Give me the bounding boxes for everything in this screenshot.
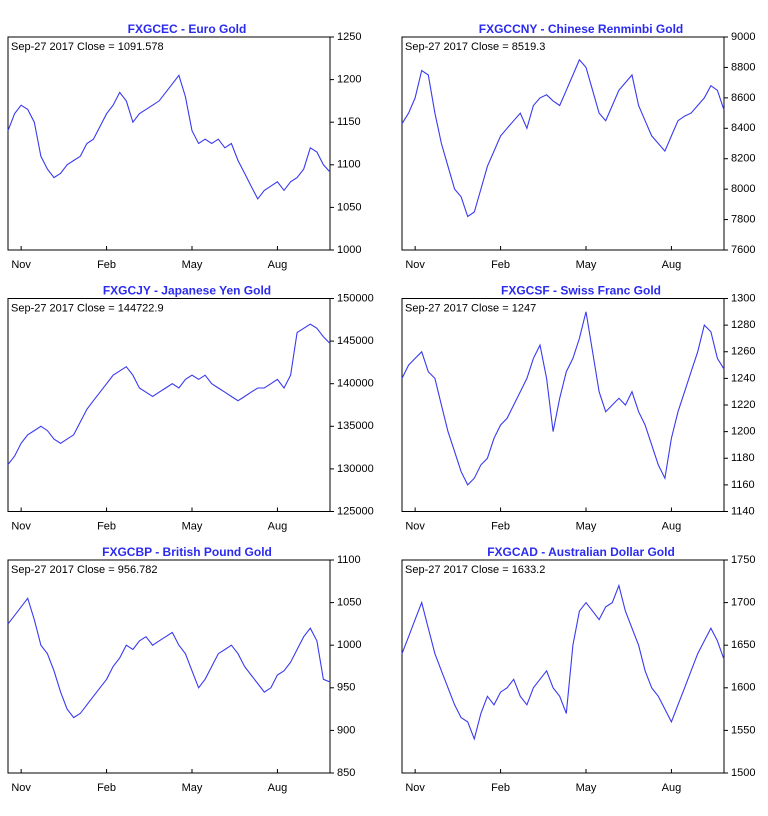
chart-panel: FXGCJY - Japanese Yen Gold Sep-27 2017 Cl… [7, 284, 374, 532]
chart-title: FXGCAD - Australian Dollar Gold [487, 545, 675, 559]
plot-frame [401, 559, 725, 774]
y-tick-label: 900 [337, 724, 355, 736]
annotation: Sep-27 2017 Close = 1091.578 [11, 41, 164, 53]
y-tick-label: 1750 [731, 554, 755, 566]
y-tick-label: 850 [337, 767, 355, 779]
chart-panel: FXGCEC - Euro Gold Sep-27 2017 Close = 10… [7, 22, 361, 271]
plot-frame [401, 36, 725, 251]
y-tick-label: 1700 [731, 597, 755, 609]
y-tick-label: 7600 [731, 244, 755, 256]
chart-title: FXGCCNY - Chinese Renminbi Gold [479, 22, 683, 36]
y-tick-label: 1650 [731, 639, 755, 651]
plot-frame [7, 36, 331, 251]
annotation: Sep-27 2017 Close = 8519.3 [405, 41, 545, 53]
x-tick-label: Nov [11, 259, 31, 271]
x-tick-label: Aug [662, 259, 682, 271]
y-tick-label: 1250 [337, 31, 361, 43]
y-tick-label: 1180 [731, 452, 755, 464]
y-tick-label: 8400 [731, 122, 755, 134]
plot-frame [401, 298, 725, 512]
x-tick-label: Nov [11, 782, 31, 794]
y-tick-label: 1100 [337, 159, 361, 171]
series-line [401, 583, 725, 741]
x-tick-label: Aug [268, 259, 288, 271]
x-tick-label: Nov [405, 782, 425, 794]
y-tick-label: 1280 [731, 319, 755, 331]
x-tick-label: Aug [268, 520, 288, 532]
y-tick-label: 8200 [731, 153, 755, 165]
y-tick-label: 125000 [337, 505, 374, 517]
y-tick-label: 1000 [337, 639, 361, 651]
y-tick-label: 135000 [337, 420, 374, 432]
plot-frame [7, 559, 331, 774]
y-tick-label: 1150 [337, 116, 361, 128]
y-tick-label: 1200 [731, 426, 755, 438]
y-tick-label: 8800 [731, 61, 755, 73]
plot-frame [7, 298, 331, 512]
x-tick-label: May [576, 520, 597, 532]
chart-panel: FXGCBP - British Pound Gold Sep-27 2017 C… [7, 545, 361, 794]
annotation: Sep-27 2017 Close = 956.782 [11, 564, 157, 576]
y-tick-label: 1220 [731, 399, 755, 411]
y-tick-label: 1300 [731, 292, 755, 304]
chart-title: FXGCEC - Euro Gold [128, 22, 247, 36]
chart-panel: FXGCSF - Swiss Franc Gold Sep-27 2017 Clo… [401, 284, 755, 532]
y-tick-label: 1240 [731, 372, 755, 384]
y-tick-label: 1200 [337, 74, 361, 86]
series-line [7, 74, 331, 200]
y-tick-label: 1160 [731, 479, 755, 491]
y-tick-label: 8000 [731, 183, 755, 195]
series-line [7, 597, 331, 719]
series-line [401, 311, 725, 486]
x-tick-label: May [182, 520, 203, 532]
x-tick-label: Nov [405, 259, 425, 271]
x-tick-label: May [576, 259, 597, 271]
x-tick-label: Aug [268, 782, 288, 794]
y-tick-label: 1260 [731, 346, 755, 358]
chart-panel: FXGCCNY - Chinese Renminbi Gold Sep-27 20… [401, 22, 755, 271]
x-tick-label: Feb [491, 782, 510, 794]
x-tick-label: Feb [491, 520, 510, 532]
chart-title: FXGCSF - Swiss Franc Gold [501, 284, 661, 298]
y-tick-label: 1600 [731, 682, 755, 694]
annotation: Sep-27 2017 Close = 1247 [405, 302, 536, 314]
y-tick-label: 1550 [731, 724, 755, 736]
chart-title: FXGCBP - British Pound Gold [102, 545, 272, 559]
series-line [7, 323, 331, 465]
y-tick-label: 140000 [337, 378, 374, 390]
y-tick-label: 1000 [337, 244, 361, 256]
chart-panel: FXGCAD - Australian Dollar Gold Sep-27 20… [401, 545, 755, 794]
y-tick-label: 9000 [731, 31, 755, 43]
y-tick-label: 1050 [337, 597, 361, 609]
y-tick-label: 7800 [731, 213, 755, 225]
series-line [401, 58, 725, 218]
y-tick-label: 145000 [337, 335, 374, 347]
y-tick-label: 950 [337, 682, 355, 694]
y-tick-label: 1100 [337, 554, 361, 566]
chart-title: FXGCJY - Japanese Yen Gold [103, 284, 271, 298]
y-tick-label: 1050 [337, 201, 361, 213]
x-tick-label: May [576, 782, 597, 794]
x-tick-label: Feb [97, 259, 116, 271]
y-tick-label: 150000 [337, 292, 374, 304]
x-tick-label: Feb [97, 520, 116, 532]
x-tick-label: May [182, 259, 203, 271]
x-tick-label: Aug [662, 782, 682, 794]
annotation: Sep-27 2017 Close = 1633.2 [405, 564, 545, 576]
x-tick-label: Feb [491, 259, 510, 271]
x-tick-label: Nov [405, 520, 425, 532]
y-tick-label: 1500 [731, 767, 755, 779]
y-tick-label: 1140 [731, 505, 755, 517]
x-tick-label: Feb [97, 782, 116, 794]
y-tick-label: 130000 [337, 463, 374, 475]
x-tick-label: May [182, 782, 203, 794]
annotation: Sep-27 2017 Close = 144722.9 [11, 302, 164, 314]
x-tick-label: Aug [662, 520, 682, 532]
x-tick-label: Nov [11, 520, 31, 532]
y-tick-label: 8600 [731, 92, 755, 104]
